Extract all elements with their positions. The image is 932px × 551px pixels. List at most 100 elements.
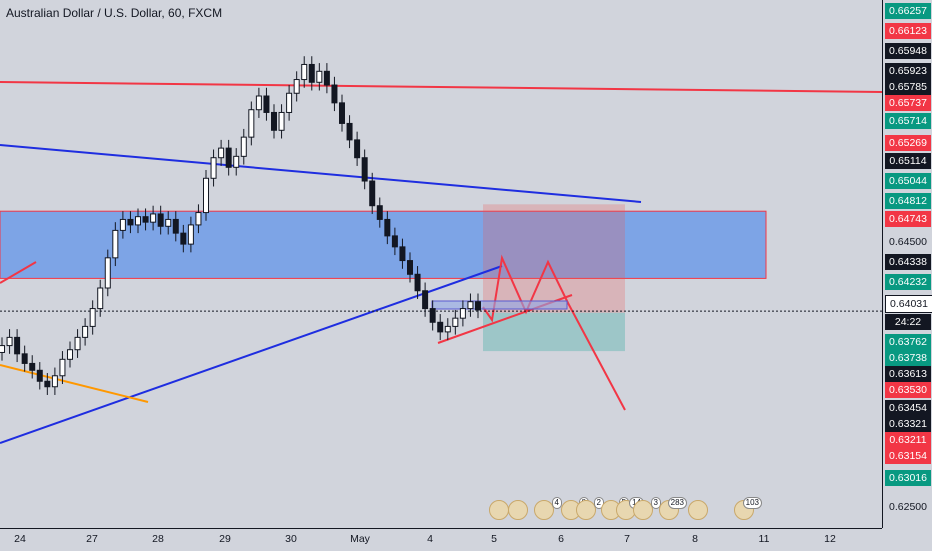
candle-body xyxy=(187,224,194,245)
candle-body xyxy=(210,157,217,179)
time-label: 30 xyxy=(285,533,297,545)
candle-body xyxy=(301,63,308,81)
price-chart[interactable] xyxy=(0,0,882,550)
candle-body xyxy=(203,177,209,214)
candle-body xyxy=(0,345,5,353)
candle-body xyxy=(51,375,58,388)
price-label: 0.65737 xyxy=(885,95,931,111)
event-count-badge: 283 xyxy=(667,497,687,509)
price-label: 0.65923 xyxy=(885,63,931,79)
price-label: 0.63738 xyxy=(885,350,931,366)
time-axis[interactable]: 24 27 28 29 30 May 4 5 6 7 8 11 12 xyxy=(0,528,882,551)
red-trendline-left xyxy=(0,261,37,284)
candle-body xyxy=(150,213,157,223)
price-label: 0.64743 xyxy=(885,211,931,227)
candle-body xyxy=(21,353,28,364)
resistance-line xyxy=(0,81,882,93)
candle-body xyxy=(293,79,300,94)
candle-body xyxy=(157,213,164,227)
candle-body xyxy=(391,235,398,248)
candle-body xyxy=(218,147,225,159)
descending-trendline xyxy=(0,144,642,203)
economic-event-icon[interactable]: 103 xyxy=(734,497,762,520)
time-label: 27 xyxy=(86,533,98,545)
candle-body xyxy=(127,218,134,226)
time-label: 6 xyxy=(558,533,564,545)
price-label: 0.63154 xyxy=(885,448,931,464)
candle-body xyxy=(407,260,413,275)
candle-body xyxy=(233,155,240,168)
price-axis[interactable]: 0.66257 0.66123 0.65948 0.65923 0.65785 0.657… xyxy=(882,0,932,528)
candle-body xyxy=(255,95,262,111)
candle-body xyxy=(97,287,104,310)
axis-corner xyxy=(882,528,932,550)
candle-body xyxy=(119,218,126,231)
candle-body xyxy=(308,63,315,83)
time-label: 12 xyxy=(824,533,836,545)
candle-body xyxy=(14,336,21,355)
candle-body xyxy=(172,218,179,234)
price-marker-box xyxy=(431,300,568,310)
economic-event-icon[interactable]: 2 xyxy=(576,497,604,520)
economic-event-icon[interactable] xyxy=(489,500,509,520)
price-label: 0.63613 xyxy=(885,366,931,382)
candle-body xyxy=(278,111,285,131)
candle-body xyxy=(339,102,345,124)
candle-body xyxy=(399,246,406,262)
economic-event-icon[interactable]: 283 xyxy=(659,497,687,520)
candle-body xyxy=(323,70,330,86)
projection-path xyxy=(482,254,626,411)
price-label: 0.65269 xyxy=(885,135,931,151)
candle-body xyxy=(36,369,43,382)
candle-body xyxy=(354,139,361,159)
time-label: May xyxy=(350,533,370,545)
price-label: 0.64812 xyxy=(885,193,931,209)
candle-body xyxy=(316,70,323,83)
candle-body xyxy=(165,218,172,227)
chart-title: Australian Dollar / U.S. Dollar, 60, FXC… xyxy=(6,6,223,20)
candle-body xyxy=(346,122,353,141)
time-label: 5 xyxy=(491,533,497,545)
time-label: 8 xyxy=(692,533,698,545)
time-label: 4 xyxy=(427,533,433,545)
candle-body xyxy=(422,290,429,310)
price-label: 0.63321 xyxy=(885,416,931,432)
price-label: 0.64338 xyxy=(885,254,931,270)
candle-body xyxy=(29,362,36,371)
price-label: 0.62500 xyxy=(889,501,927,513)
price-label: 0.63211 xyxy=(885,432,931,448)
price-label: 0.63762 xyxy=(885,334,931,350)
candle-body xyxy=(331,84,338,104)
time-label: 7 xyxy=(624,533,630,545)
candle-body xyxy=(361,157,368,182)
price-label: 0.63016 xyxy=(885,470,931,486)
orange-trendline xyxy=(0,364,149,403)
candle-body xyxy=(444,325,451,333)
candle-body xyxy=(240,136,247,157)
economic-event-icon[interactable] xyxy=(508,500,528,520)
candle-body xyxy=(195,212,202,226)
candle-body xyxy=(180,232,187,245)
price-label: 0.64500 xyxy=(889,236,927,248)
economic-event-icon[interactable]: 3 xyxy=(633,497,661,520)
candle-body xyxy=(475,301,481,311)
economic-event-icon[interactable]: 4 xyxy=(534,497,562,520)
price-label: 0.66257 xyxy=(885,3,931,19)
candle-body xyxy=(467,301,474,310)
candle-body xyxy=(271,111,277,131)
price-label: 0.65114 xyxy=(885,153,931,169)
candle-body xyxy=(104,257,111,289)
candle-body xyxy=(135,216,141,226)
price-label: 0.64232 xyxy=(885,274,931,290)
candle-body xyxy=(286,92,293,113)
candle-body xyxy=(67,349,73,360)
price-label: 24:22 xyxy=(885,314,931,330)
candle-body xyxy=(248,109,255,138)
candle-body xyxy=(459,308,466,319)
economic-event-icon[interactable] xyxy=(688,500,708,520)
event-count-badge: 103 xyxy=(742,497,762,509)
candle-body xyxy=(225,147,232,168)
candle-body xyxy=(59,358,66,377)
candle-body xyxy=(384,218,391,237)
